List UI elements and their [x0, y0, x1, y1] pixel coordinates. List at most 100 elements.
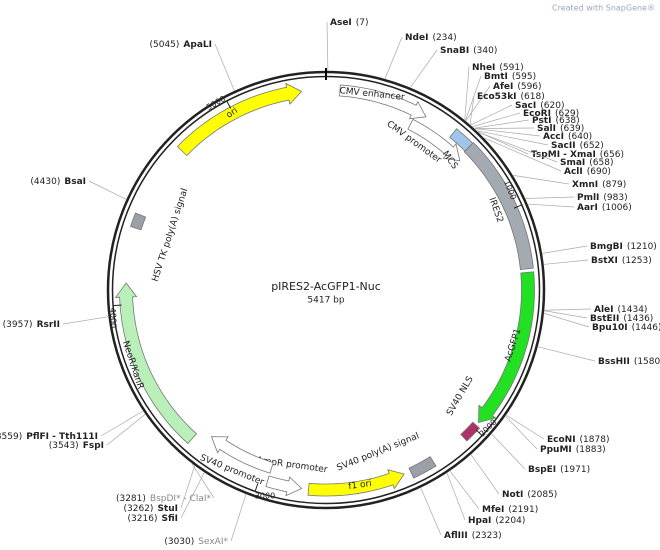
feature-arc	[265, 475, 303, 497]
enzyme-position: (656)	[600, 150, 624, 160]
feature-label: HSV TK poly(A) signal	[151, 187, 191, 283]
enzyme-name: PflFI - Tth111I	[26, 432, 98, 442]
enzyme-label: SalI (639)	[537, 124, 584, 134]
enzyme-position: (596)	[517, 82, 541, 92]
tick-label: 5000	[205, 94, 227, 112]
feature-arc	[210, 436, 274, 474]
enzyme-leader	[420, 487, 442, 536]
enzyme-position: (340)	[473, 46, 497, 56]
enzyme-name: BspEI	[528, 465, 556, 475]
enzyme-position: (3030)	[164, 537, 194, 547]
enzyme-label: EcoRI (629)	[523, 109, 579, 119]
enzyme-leader	[512, 174, 570, 185]
enzyme-name: SalI	[537, 124, 556, 134]
enzyme-leader	[473, 127, 535, 129]
enzyme-leader	[449, 470, 480, 510]
enzyme-name: NheI	[472, 63, 495, 73]
enzyme-leader	[106, 413, 146, 446]
enzyme-leader	[541, 245, 588, 254]
enzyme-label: (3030) SexAI*	[164, 537, 228, 547]
enzyme-name: BmgBI	[590, 242, 623, 252]
enzyme-label: PpuMI (1883)	[540, 445, 606, 455]
enzyme-name: SmaI	[560, 158, 585, 168]
enzyme-name: XmnI	[572, 180, 598, 190]
enzyme-leader	[470, 454, 500, 495]
enzyme-leader	[409, 49, 438, 89]
enzyme-label: (3543) FspI	[49, 441, 104, 451]
enzyme-label: SacI (620)	[515, 101, 564, 111]
enzyme-label: EcoNI (1878)	[547, 435, 609, 445]
enzyme-leader	[476, 130, 549, 146]
enzyme-label: AarI (1006)	[577, 203, 632, 213]
enzyme-label: BstXI (1253)	[591, 256, 652, 266]
enzyme-leader	[477, 131, 558, 163]
enzyme-position: (658)	[589, 158, 613, 168]
enzyme-leader	[464, 75, 482, 122]
enzyme-position: (2191)	[508, 505, 538, 515]
enzyme-label: BmtI (595)	[484, 72, 536, 82]
enzyme-label: (4430) BsaI	[30, 177, 86, 187]
enzyme-label: MfeI (2191)	[482, 505, 538, 515]
enzyme-position: (1210)	[627, 242, 657, 252]
enzyme-leader	[473, 119, 530, 129]
enzyme-position: (638)	[555, 116, 579, 126]
enzyme-position: (1006)	[602, 203, 632, 213]
enzyme-name: AccI	[543, 132, 564, 142]
enzyme-name: PstI	[532, 116, 551, 126]
enzyme-name: PpuMI	[540, 445, 572, 455]
credit: Created with SnapGene®	[552, 4, 655, 13]
plasmid-size: 5417 bp	[307, 296, 344, 306]
enzyme-label: SnaBI (340)	[440, 46, 497, 56]
enzyme-label: (3262) StuI	[124, 504, 178, 514]
enzyme-name: EcoNI	[547, 435, 576, 445]
enzyme-label: TspMI - XmaI (656)	[531, 150, 624, 160]
enzyme-leader	[537, 346, 596, 362]
enzyme-name: SnaBI	[440, 46, 469, 56]
feature-arc	[407, 118, 461, 162]
feature-arc	[463, 142, 534, 271]
enzyme-label: (5045) ApaLI	[149, 40, 212, 50]
enzyme-name: NotI	[502, 490, 523, 500]
enzyme-leader	[543, 259, 589, 265]
enzyme-label: NheI (591)	[472, 63, 524, 73]
enzyme-position: (1446)	[632, 323, 660, 333]
enzyme-position: (879)	[602, 180, 626, 190]
enzyme-name: Eco53kI	[477, 92, 517, 102]
enzyme-leader	[180, 472, 205, 519]
enzyme-label: BspEI (1971)	[528, 465, 590, 475]
enzyme-label: PstI (638)	[532, 116, 580, 126]
enzyme-leader	[469, 95, 475, 126]
tick-mark	[254, 483, 259, 492]
enzyme-label: (3559) PflFI - Tth111I	[0, 432, 98, 442]
enzyme-name: ApaLI	[183, 40, 212, 50]
enzyme-position: (639)	[560, 124, 584, 134]
enzyme-name: NdeI	[405, 33, 428, 43]
enzyme-label: (3957) RsrII	[3, 320, 60, 330]
enzyme-position: (2085)	[527, 490, 557, 500]
enzyme-position: (1580)	[634, 357, 660, 367]
feature-arc	[408, 456, 437, 479]
enzyme-position: (3281)	[116, 494, 146, 504]
enzyme-leader	[190, 462, 215, 499]
enzyme-name: TspMI - XmaI	[531, 150, 596, 160]
enzyme-label: PmlI (983)	[577, 193, 628, 203]
enzyme-position: (1971)	[560, 465, 590, 475]
enzyme-name: BspDI* - ClaI*	[150, 494, 212, 504]
enzyme-position: (3957)	[3, 320, 33, 330]
feature-arc	[339, 84, 427, 120]
enzyme-label: SacII (652)	[551, 141, 604, 151]
tick-mark	[226, 101, 232, 109]
enzyme-name: AseI	[330, 18, 352, 28]
enzyme-name: AflIII	[444, 531, 468, 541]
tick-label: 3000	[255, 492, 275, 501]
enzyme-leader	[326, 21, 329, 72]
feature-label: SV40 NLS	[445, 375, 476, 418]
enzyme-position: (3543)	[49, 441, 79, 451]
enzyme-label: (3216) SfiI	[128, 514, 178, 524]
enzyme-leader	[470, 104, 513, 126]
enzyme-position: (1878)	[580, 435, 610, 445]
enzyme-position: (1253)	[622, 256, 652, 266]
feature-arc	[130, 212, 147, 231]
enzyme-leader	[543, 312, 590, 328]
enzyme-name: BstEII	[590, 314, 619, 324]
